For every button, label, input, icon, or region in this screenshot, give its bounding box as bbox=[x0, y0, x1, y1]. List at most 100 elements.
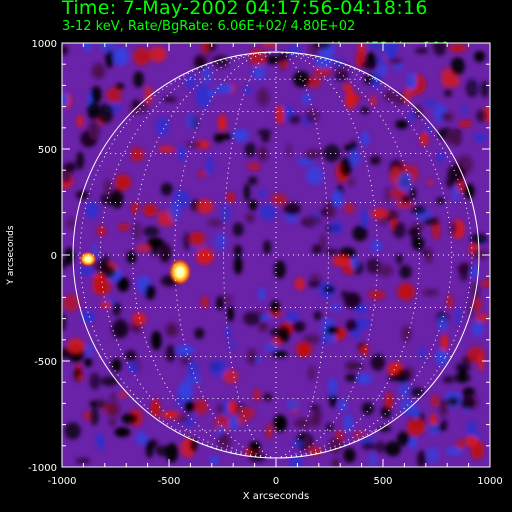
emission-blob bbox=[186, 113, 197, 130]
emission-blob bbox=[376, 264, 394, 277]
emission-blob bbox=[323, 144, 341, 163]
emission-blob bbox=[176, 414, 189, 423]
emission-blob bbox=[357, 373, 372, 385]
x-tick-label: 500 bbox=[373, 476, 392, 487]
emission-blob bbox=[470, 265, 480, 278]
emission-blob bbox=[409, 387, 425, 397]
emission-blob bbox=[351, 329, 362, 339]
emission-blob bbox=[64, 247, 75, 266]
emission-blob bbox=[88, 120, 100, 140]
emission-blob bbox=[201, 67, 213, 85]
emission-blob bbox=[189, 231, 206, 247]
emission-blob bbox=[370, 208, 389, 219]
y-axis-label: Y arcseconds bbox=[6, 225, 16, 285]
emission-blob bbox=[165, 344, 176, 363]
emission-blob bbox=[368, 290, 386, 300]
emission-blob bbox=[184, 374, 202, 385]
emission-blob bbox=[378, 62, 388, 78]
emission-blob bbox=[380, 405, 392, 419]
emission-blob bbox=[423, 217, 440, 226]
emission-blob bbox=[225, 325, 232, 339]
emission-blob bbox=[229, 340, 236, 350]
emission-blob bbox=[125, 350, 137, 362]
emission-blob bbox=[133, 47, 151, 66]
emission-blob bbox=[76, 374, 85, 381]
emission-blob bbox=[349, 149, 361, 167]
emission-blob bbox=[344, 373, 358, 382]
emission-blob bbox=[375, 441, 386, 454]
flare-source bbox=[168, 258, 192, 286]
emission-blob bbox=[426, 446, 439, 464]
emission-blob bbox=[321, 208, 328, 217]
emission-blob bbox=[410, 205, 427, 215]
emission-blob bbox=[258, 321, 268, 332]
emission-blob bbox=[98, 43, 116, 53]
emission-blob bbox=[289, 455, 303, 467]
emission-blob bbox=[257, 88, 270, 107]
emission-blob bbox=[443, 89, 453, 97]
emission-blob bbox=[313, 311, 322, 321]
emission-blob bbox=[400, 398, 414, 414]
emission-blob bbox=[309, 274, 321, 282]
emission-blob bbox=[196, 247, 214, 265]
emission-blob bbox=[445, 130, 462, 146]
emission-blob bbox=[64, 422, 81, 440]
emission-blob bbox=[331, 190, 344, 207]
emission-blob bbox=[144, 85, 153, 105]
emission-blob bbox=[319, 234, 327, 253]
emission-blob bbox=[372, 71, 380, 90]
emission-blob bbox=[448, 74, 460, 88]
emission-blob bbox=[353, 318, 371, 330]
emission-blob bbox=[446, 175, 455, 189]
emission-blob bbox=[306, 166, 324, 186]
emission-blob bbox=[160, 182, 173, 196]
emission-blob bbox=[82, 43, 92, 52]
emission-blob bbox=[408, 227, 421, 238]
emission-blob bbox=[396, 431, 410, 446]
emission-blob bbox=[303, 334, 321, 345]
emission-blob bbox=[197, 198, 214, 214]
emission-blob bbox=[178, 145, 186, 162]
emission-blob bbox=[361, 442, 376, 450]
emission-blob bbox=[415, 47, 429, 54]
emission-blob bbox=[96, 226, 107, 236]
emission-blob bbox=[117, 276, 130, 292]
emission-blob bbox=[115, 174, 132, 191]
emission-blob bbox=[131, 146, 138, 162]
x-tick-label: -500 bbox=[158, 476, 181, 487]
emission-blob bbox=[277, 325, 290, 343]
emission-blob bbox=[126, 250, 137, 264]
emission-blob bbox=[106, 87, 122, 104]
emission-blob bbox=[350, 257, 358, 270]
emission-blob bbox=[150, 398, 161, 418]
emission-blob bbox=[62, 45, 68, 56]
emission-blob bbox=[345, 319, 358, 332]
emission-blob bbox=[437, 151, 445, 164]
emission-blob bbox=[233, 256, 243, 275]
emission-blob bbox=[441, 111, 454, 122]
emission-blob bbox=[454, 307, 462, 325]
emission-blob bbox=[264, 343, 278, 352]
emission-blob bbox=[246, 348, 257, 366]
emission-blob bbox=[452, 185, 459, 203]
x-tick-label: 1000 bbox=[477, 476, 502, 487]
emission-blob bbox=[449, 221, 457, 235]
emission-blob bbox=[274, 260, 286, 279]
emission-blob bbox=[112, 302, 121, 316]
emission-blob bbox=[192, 399, 208, 415]
emission-blob bbox=[383, 90, 395, 102]
emission-blob bbox=[408, 437, 417, 450]
emission-blob bbox=[263, 240, 272, 255]
emission-blob bbox=[395, 119, 409, 130]
emission-blob bbox=[480, 280, 490, 287]
emission-blob bbox=[114, 427, 131, 437]
emission-blob bbox=[369, 452, 377, 467]
emission-blob bbox=[97, 103, 114, 124]
emission-blob bbox=[440, 334, 449, 351]
emission-blob bbox=[151, 330, 162, 351]
emission-blob bbox=[233, 129, 249, 142]
emission-blob bbox=[392, 221, 406, 239]
emission-blob bbox=[150, 238, 160, 256]
emission-blob bbox=[438, 398, 448, 417]
